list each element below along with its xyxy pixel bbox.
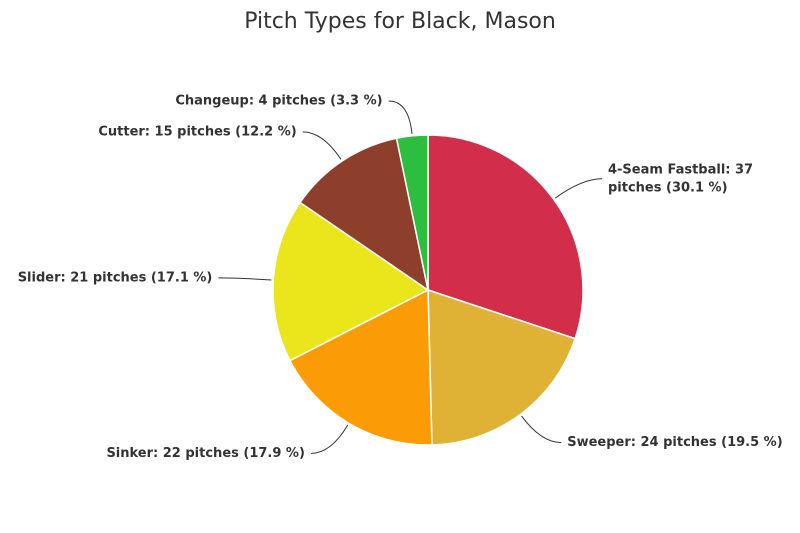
pie-slice	[299, 137, 430, 292]
data-label: Sinker: 22 pitches (17.9 %)	[106, 446, 304, 461]
connector	[310, 424, 349, 454]
data-label: Cutter: 15 pitches (12.2 %)	[98, 124, 296, 139]
data-label: Slider: 21 pitches (17.1 %)	[18, 270, 213, 285]
connector	[388, 100, 413, 134]
pie-slice	[395, 134, 429, 291]
connector	[302, 131, 342, 160]
pie-slice	[272, 201, 430, 362]
pie-slice	[427, 134, 584, 340]
connector	[521, 415, 562, 444]
data-label: Sweeper: 24 pitches (19.5 %)	[567, 435, 782, 450]
connector	[218, 277, 272, 281]
pie-slice	[427, 288, 577, 446]
data-label: 4-Seam Fastball: 37 pitches (30.1 %)	[608, 162, 753, 195]
pie-slice	[288, 288, 433, 446]
chart-title: Pitch Types for Black, Mason	[244, 9, 556, 34]
data-label: Changeup: 4 pitches (3.3 %)	[175, 93, 382, 108]
connector	[554, 178, 602, 199]
